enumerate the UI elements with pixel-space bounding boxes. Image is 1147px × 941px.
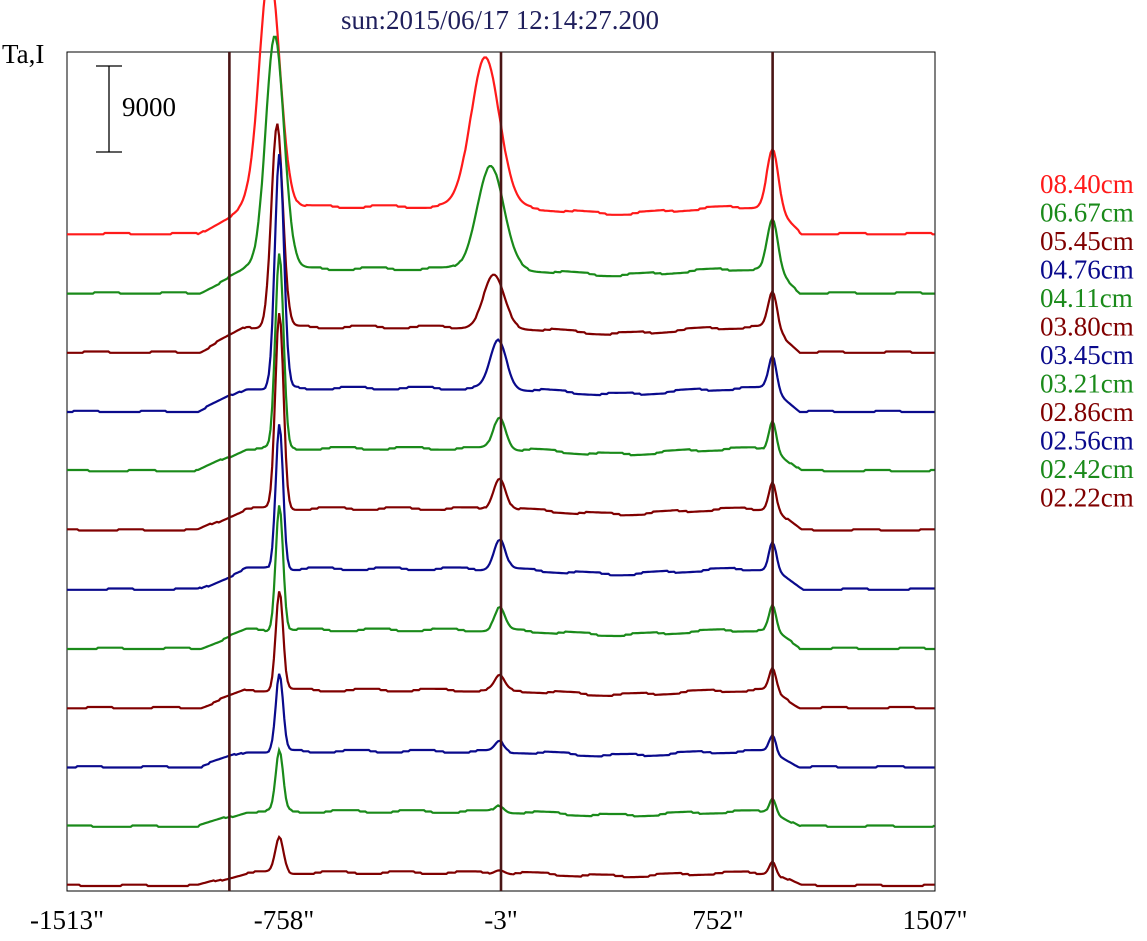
- legend-entry: 03.45cm: [1040, 340, 1134, 370]
- legend-entry: 02.86cm: [1040, 397, 1134, 427]
- scale-bar: 9000: [96, 65, 176, 153]
- y-axis-label: Ta,I: [2, 39, 44, 69]
- legend-entry: 04.76cm: [1040, 255, 1134, 285]
- x-tick-labels: -1513" -758" -3" 752" 1507": [30, 905, 968, 935]
- legend-entry: 03.21cm: [1040, 369, 1134, 399]
- x-tick-label: -758": [254, 905, 315, 935]
- marker-lines: [228, 52, 774, 891]
- scale-bar-label: 9000: [122, 92, 176, 122]
- legend-entry: 05.45cm: [1040, 226, 1134, 256]
- legend-entry: 03.80cm: [1040, 312, 1134, 342]
- x-tick-label: -1513": [30, 905, 104, 935]
- legend-entry: 08.40cm: [1040, 169, 1134, 199]
- legend-entry: 02.22cm: [1040, 483, 1134, 513]
- legend-entry: 02.42cm: [1040, 454, 1134, 484]
- chart-title: sun:2015/06/17 12:14:27.200: [341, 5, 659, 35]
- legend-entry: 02.56cm: [1040, 426, 1134, 456]
- legend: 08.40cm06.67cm05.45cm04.76cm04.11cm03.80…: [1040, 169, 1134, 513]
- x-tick-label: 1507": [902, 905, 967, 935]
- legend-entry: 04.11cm: [1040, 283, 1133, 313]
- legend-entry: 06.67cm: [1040, 198, 1134, 228]
- x-tick-label: 752": [692, 905, 744, 935]
- x-tick-label: -3": [484, 905, 518, 935]
